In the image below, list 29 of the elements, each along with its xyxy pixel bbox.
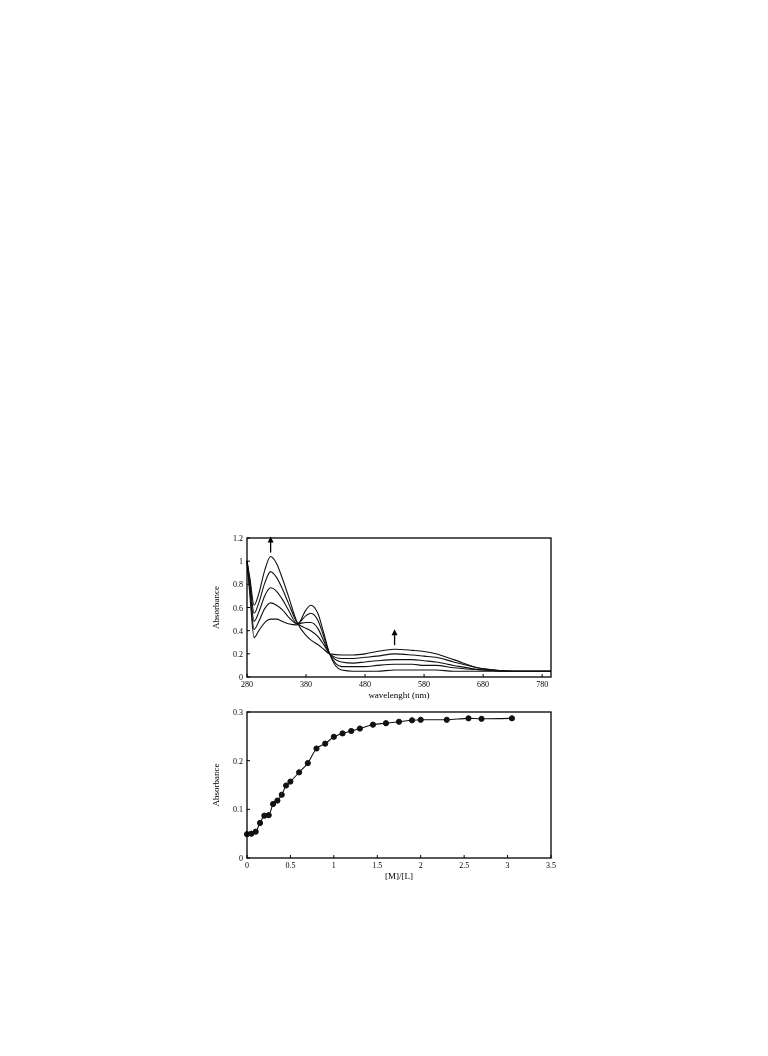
x-tick-label: 580	[418, 680, 431, 689]
x-tick-label: 3	[505, 861, 510, 870]
x-tick-label: 480	[359, 680, 372, 689]
y-tick-label: 0	[239, 854, 243, 863]
y-tick-label: 0.2	[233, 649, 243, 659]
x-tick-label: 780	[536, 680, 549, 689]
y-tick-label: 0.3	[233, 708, 243, 717]
x-tick-label: 1.5	[372, 861, 383, 870]
x-tick-label: 3.5	[546, 861, 556, 870]
y-tick-label: 0.8	[233, 580, 243, 590]
y-axis-title: Absorbance	[211, 763, 221, 807]
y-axis-title: Absorbance	[211, 586, 221, 629]
y-tick-label: 0.1	[233, 805, 243, 815]
y-tick-label: 1	[239, 557, 243, 567]
x-tick-label: 1	[331, 861, 336, 870]
y-tick-label: 0	[239, 673, 243, 682]
x-tick-label: 0	[245, 861, 249, 870]
x-tick-label: 680	[477, 680, 490, 689]
y-tick-label: 0.4	[233, 626, 243, 636]
y-tick-label: 0.6	[233, 603, 243, 613]
x-axis-title: wavelenght (nm)	[368, 690, 430, 700]
x-tick-label: 280	[241, 680, 253, 689]
x-tick-label: 380	[300, 680, 313, 689]
y-tick-label: 0.2	[233, 756, 243, 766]
y-tick-label: 1.2	[233, 534, 243, 543]
x-tick-label: 0.5	[285, 861, 296, 870]
x-tick-label: 2	[418, 861, 423, 870]
x-axis-title: [M]/[L]	[385, 871, 413, 881]
x-tick-label: 2.5	[459, 861, 470, 870]
